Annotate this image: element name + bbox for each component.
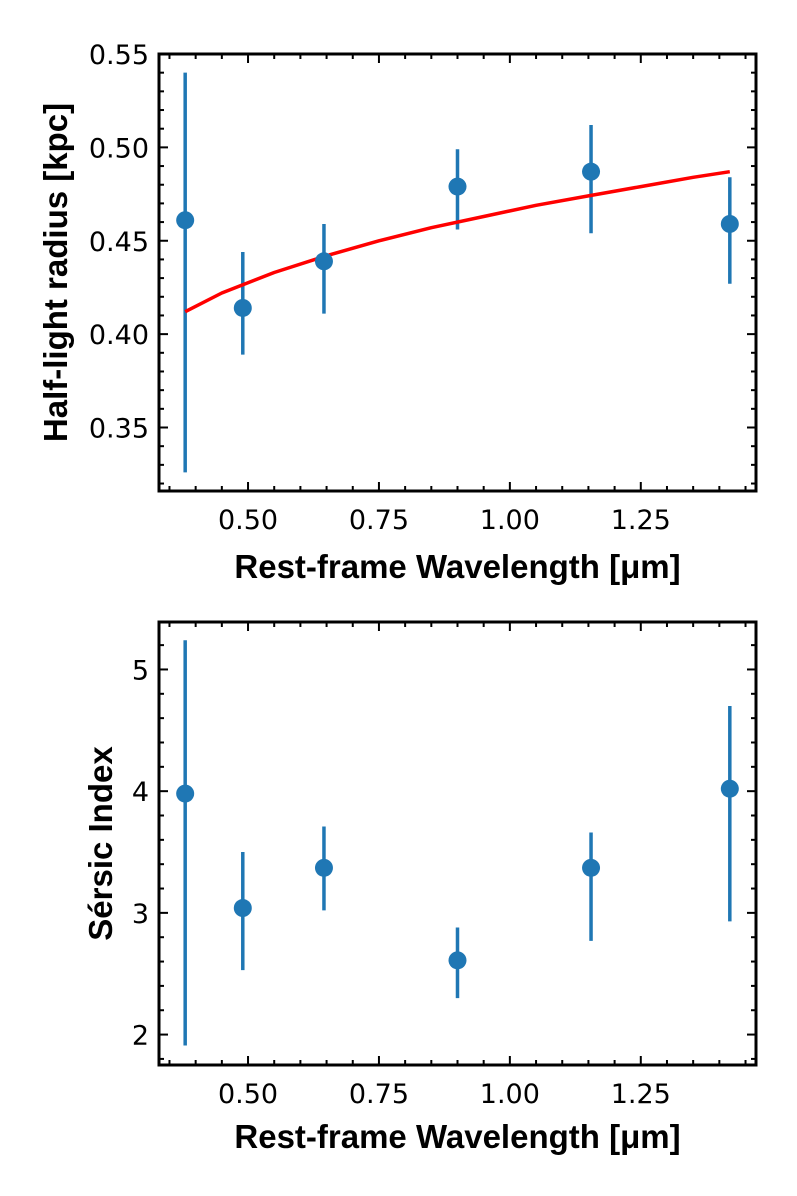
chart-panel-2: 0.50 0.75 1.00 1.25 2 3 4 5 Rest-frame Wavelengt… <box>82 620 758 1155</box>
y-tick-label: 5 <box>132 655 149 686</box>
y-tick-label: 0.35 <box>89 414 149 445</box>
x-tick-label: 1.00 <box>480 505 540 536</box>
x-tick-label: 1.25 <box>611 1079 671 1110</box>
data-point <box>720 214 739 233</box>
x-tick-label: 0.75 <box>349 1079 409 1110</box>
data-point <box>582 858 601 877</box>
data-point <box>448 951 467 970</box>
plot-frame <box>157 52 758 493</box>
y-tick-label: 0.50 <box>89 133 149 164</box>
tick-marks <box>159 53 756 491</box>
y-tick-label: 4 <box>132 777 149 808</box>
data-point <box>314 252 333 271</box>
data-point <box>176 211 195 230</box>
data-point <box>233 899 252 918</box>
x-tick-label: 0.50 <box>218 1079 278 1110</box>
y-tick-label: 0.40 <box>89 320 149 351</box>
fit-line <box>184 169 731 314</box>
data-point <box>448 177 467 196</box>
x-axis-label: Rest-frame Wavelength [μm] <box>234 548 680 585</box>
plot-frame <box>157 620 758 1067</box>
x-tick-label: 0.50 <box>218 505 278 536</box>
y-tick-label: 0.55 <box>89 40 149 71</box>
x-tick-label: 1.25 <box>611 505 671 536</box>
data-point <box>314 858 333 877</box>
y-tick-label: 3 <box>132 899 149 930</box>
tick-marks <box>159 622 756 1065</box>
y-tick-label: 0.45 <box>89 227 149 258</box>
y-tick-label: 2 <box>132 1021 149 1052</box>
y-axis-label: Sérsic Index <box>82 746 119 941</box>
x-tick-label: 1.00 <box>480 1079 540 1110</box>
y-axis-label: Half-light radius [kpc] <box>37 103 74 442</box>
chart-panel-1: 0.50 0.75 1.00 1.25 0.35 0.40 0.45 0.50 0.55 Rest… <box>37 40 758 585</box>
data-point <box>582 162 601 181</box>
data-point <box>233 298 252 317</box>
data-point <box>720 779 739 798</box>
x-tick-label: 0.75 <box>349 505 409 536</box>
data-point <box>176 784 195 803</box>
x-axis-label: Rest-frame Wavelength [μm] <box>234 1118 680 1155</box>
